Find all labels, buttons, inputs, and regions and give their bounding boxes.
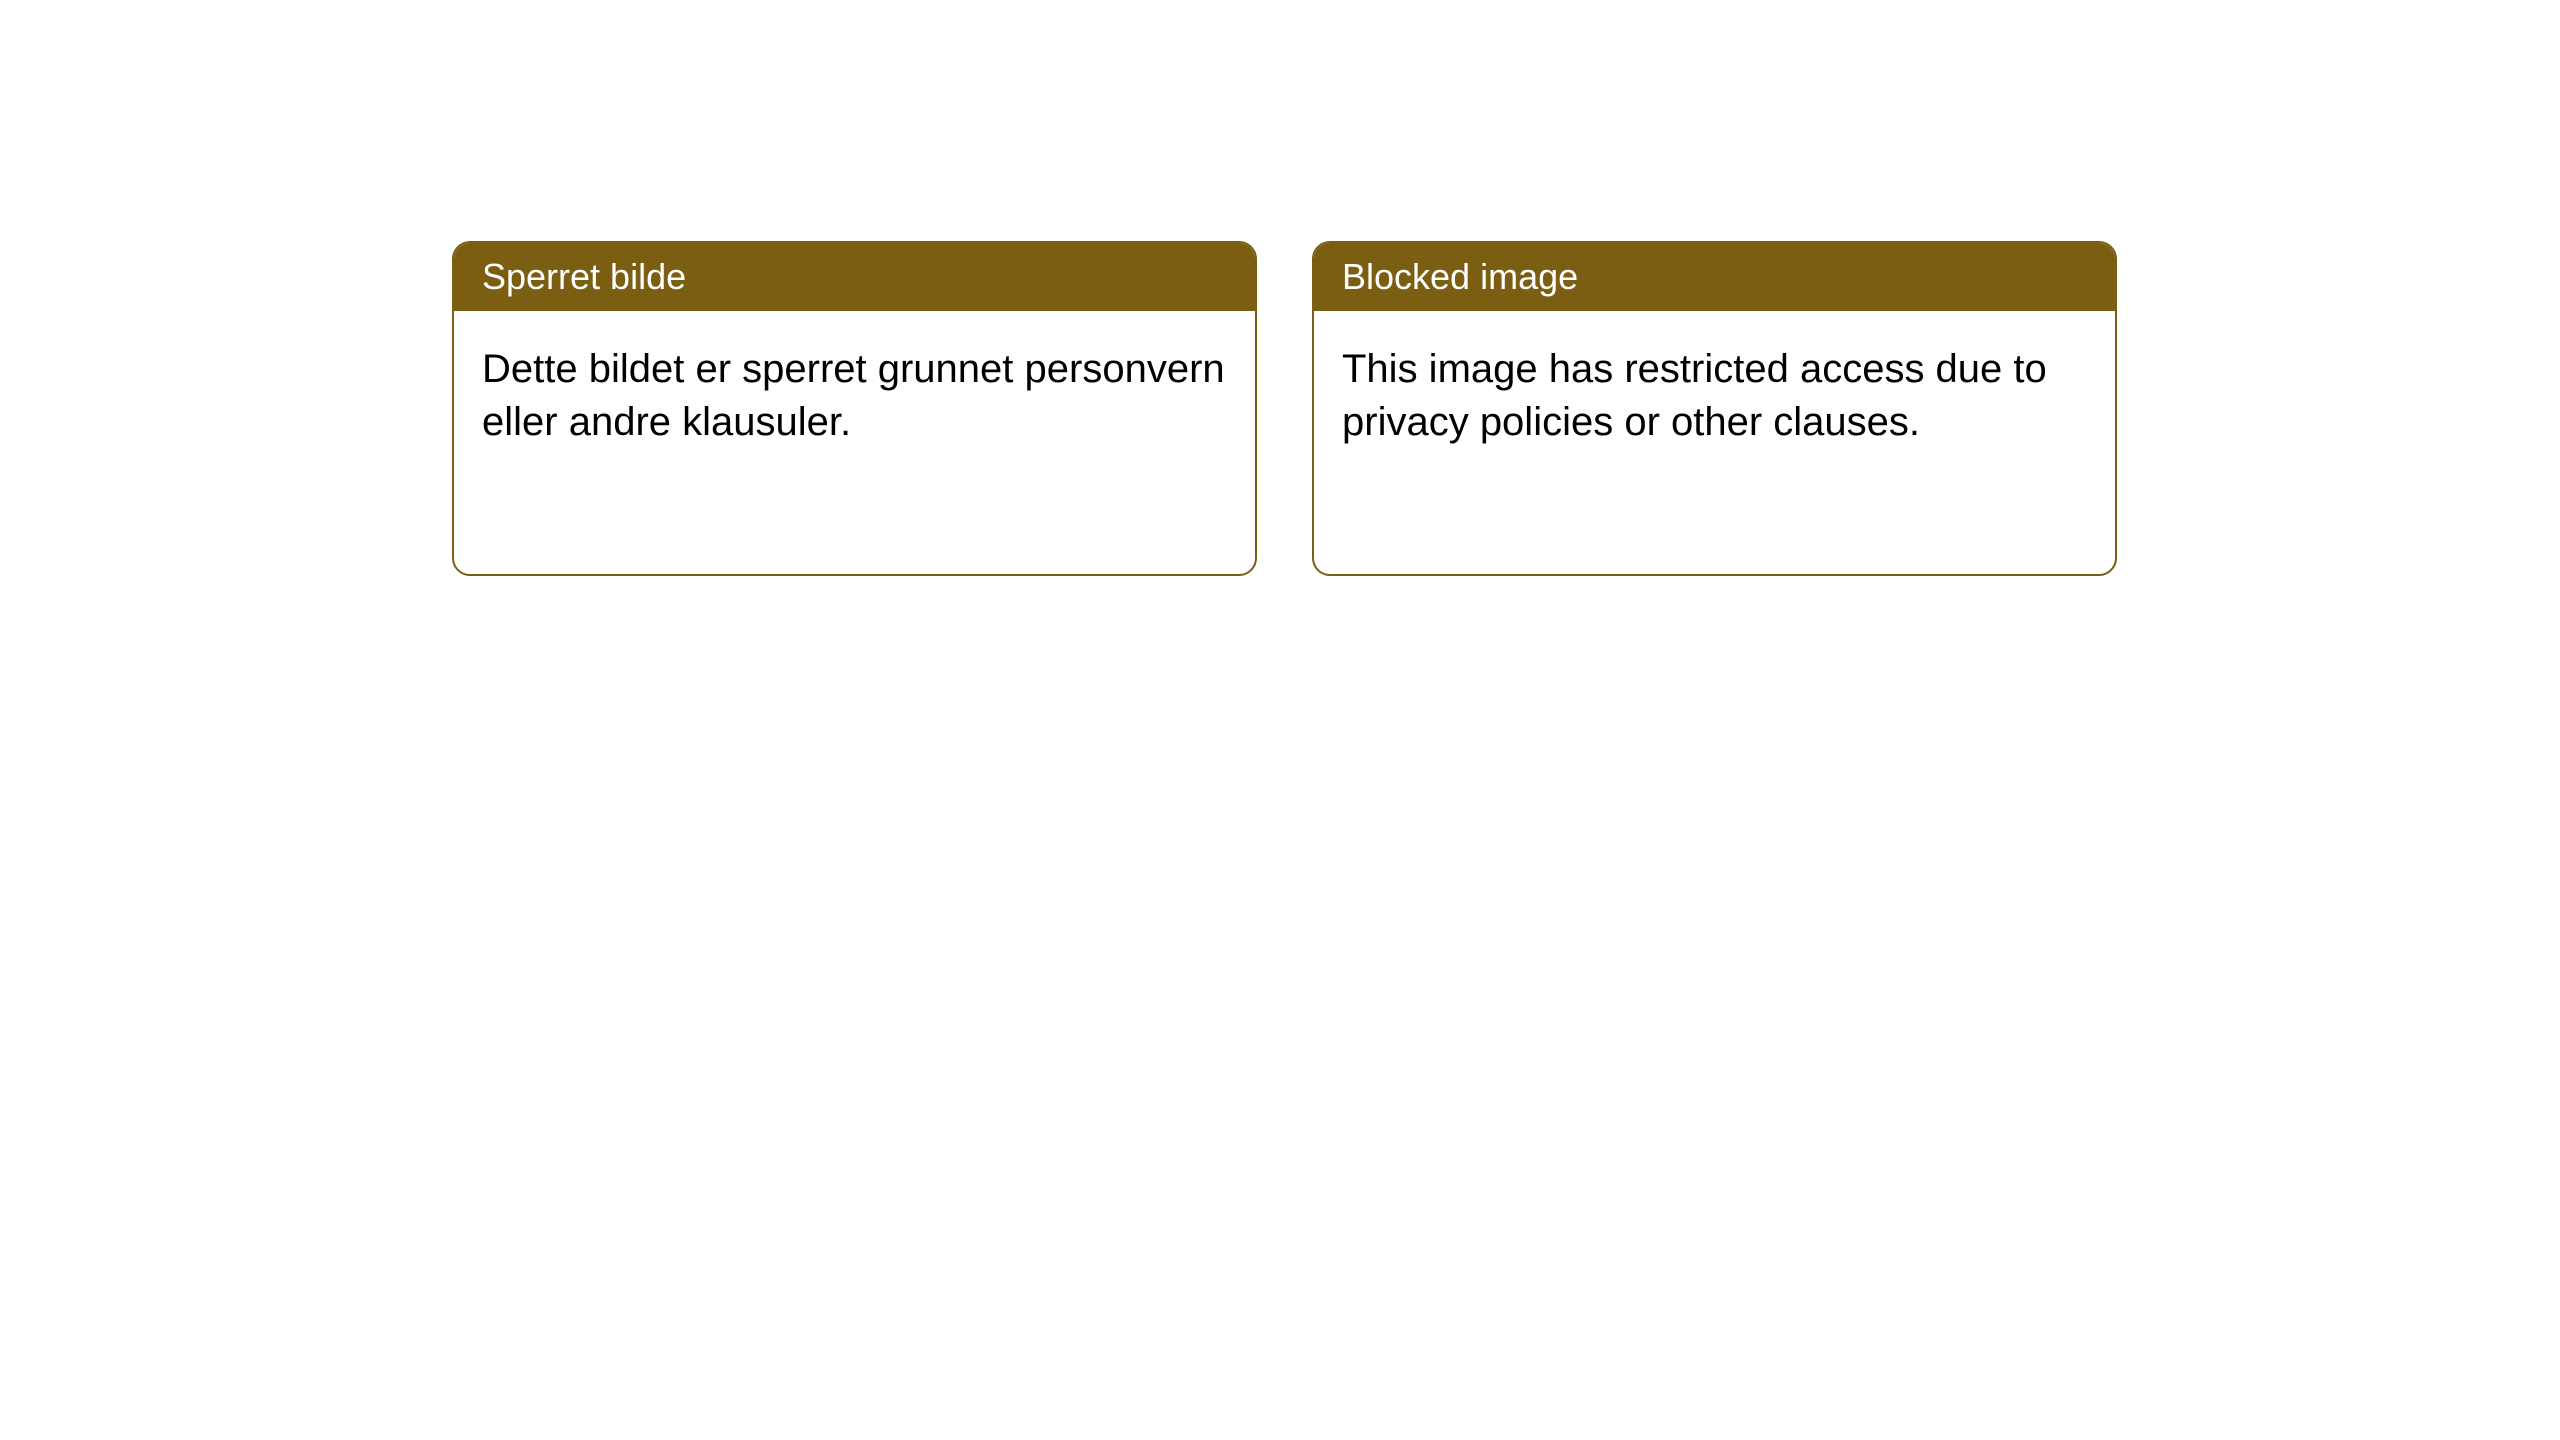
notice-card-norwegian: Sperret bilde Dette bildet er sperret gr…	[452, 241, 1257, 576]
card-body: This image has restricted access due to …	[1314, 311, 2115, 481]
card-body-text: Dette bildet er sperret grunnet personve…	[482, 347, 1225, 444]
card-body: Dette bildet er sperret grunnet personve…	[454, 311, 1255, 481]
notice-cards-container: Sperret bilde Dette bildet er sperret gr…	[452, 241, 2117, 576]
card-title: Blocked image	[1342, 256, 1578, 297]
card-title: Sperret bilde	[482, 256, 686, 297]
card-header: Sperret bilde	[454, 243, 1255, 311]
notice-card-english: Blocked image This image has restricted …	[1312, 241, 2117, 576]
card-body-text: This image has restricted access due to …	[1342, 347, 2047, 444]
card-header: Blocked image	[1314, 243, 2115, 311]
